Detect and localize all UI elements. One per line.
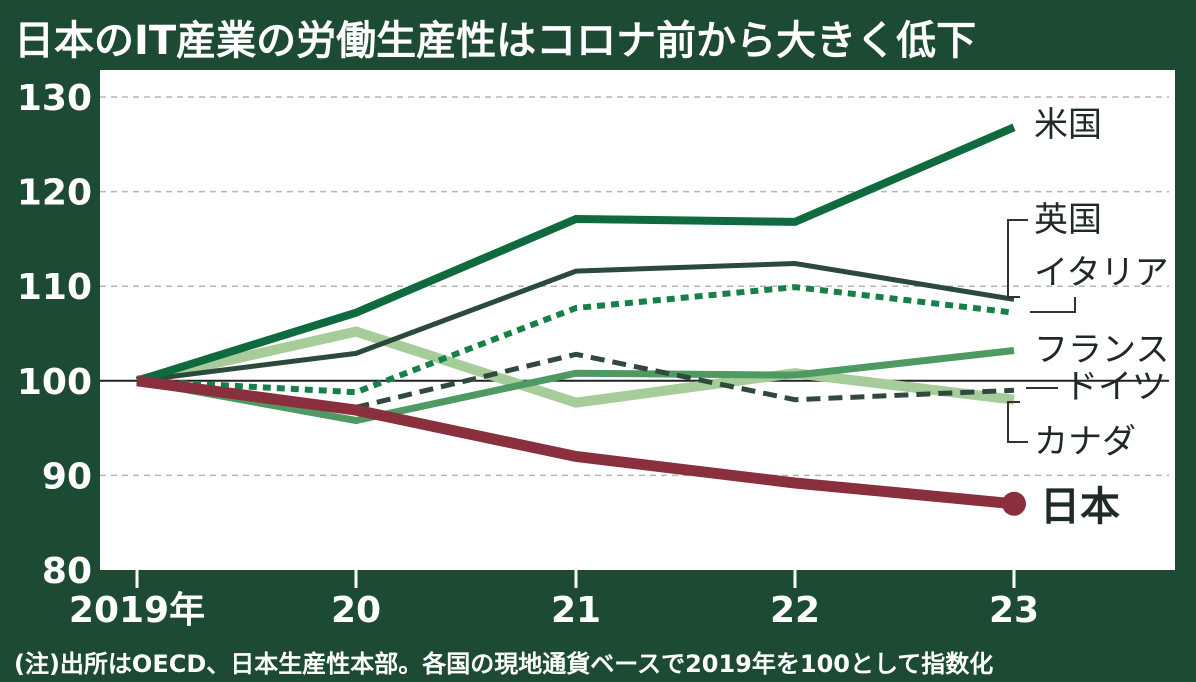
y-axis: 80 90 100 110 120 130 <box>17 78 92 592</box>
series-line-英国 <box>136 260 1015 384</box>
x-axis: 2019年 20 21 22 23 <box>69 570 1039 631</box>
y-tick-label: 80 <box>42 551 92 592</box>
x-tick-label: 23 <box>989 590 1039 631</box>
y-tick-label: 90 <box>42 456 92 497</box>
x-tick-label: 20 <box>331 590 381 631</box>
plot-area <box>100 70 1175 570</box>
series-line-ドイツ <box>136 351 1015 410</box>
chart-title: 日本のIT産業の労働生産性はコロナ前から大きく低下 <box>14 18 977 64</box>
series-label-英国: 英国 <box>1034 200 1102 240</box>
source-note: (注)出所はOECD、日本生産性本部。各国の現地通貨ベースで2019年を100と… <box>14 650 994 678</box>
series-label-ドイツ: ドイツ <box>1064 367 1166 407</box>
y-tick-label: 130 <box>17 78 92 119</box>
y-tick-label: 120 <box>17 173 92 214</box>
leader-uk <box>1007 219 1028 298</box>
series-label-日本: 日本 <box>1040 484 1120 530</box>
series-label-フランス: フランス <box>1034 330 1169 370</box>
grid-lines <box>100 96 1169 477</box>
x-tick-label: 21 <box>551 590 601 631</box>
leader-italy <box>1030 297 1076 313</box>
y-tick-label: 110 <box>17 267 92 308</box>
x-tick-label: 22 <box>770 590 820 631</box>
y-tick-label: 100 <box>17 362 92 403</box>
series-line-米国 <box>135 123 1016 385</box>
series-line-日本 <box>136 375 1015 510</box>
x-tick-label: 2019年 <box>69 590 205 631</box>
leader-canada <box>1007 401 1028 443</box>
series-lines <box>135 123 1026 516</box>
series-line-カナダ <box>135 326 1015 408</box>
series-line-イタリア <box>136 284 1015 396</box>
series-line-フランス <box>136 347 1015 425</box>
series-label-米国: 米国 <box>1034 105 1102 145</box>
series-label-イタリア: イタリア <box>1034 253 1169 293</box>
series-label-カナダ: カナダ <box>1034 422 1136 462</box>
japan-end-marker <box>1002 491 1026 516</box>
